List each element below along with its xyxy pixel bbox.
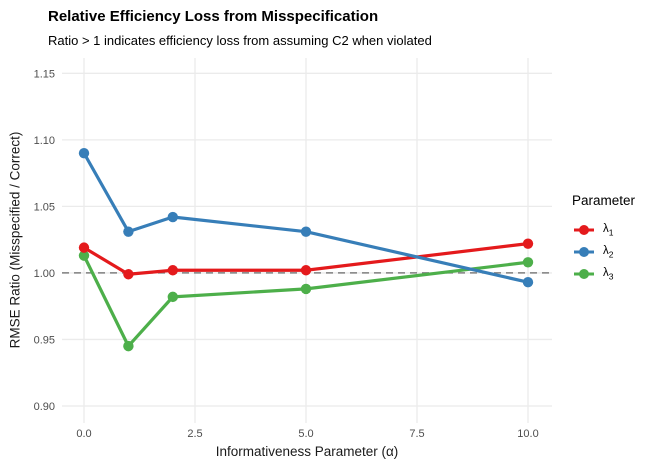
legend-key-icon: [574, 225, 594, 235]
legend-item-lambda3: λ3: [572, 263, 635, 285]
data-point-lambda1-10: [522, 238, 534, 249]
legend-title: Parameter: [572, 193, 636, 208]
data-point-lambda3-2: [167, 291, 178, 303]
y-tick-label: 1.00: [34, 268, 55, 280]
data-point-lambda3-1: [123, 340, 134, 352]
data-point-lambda2-5: [300, 226, 312, 237]
data-point-lambda1-5: [300, 265, 312, 276]
legend-key-icon: [574, 269, 594, 279]
data-point-lambda2-1: [123, 226, 134, 237]
data-point-lambda2-2: [167, 211, 178, 223]
legend-label: λ1: [603, 222, 614, 238]
y-tick-label: 0.90: [34, 401, 55, 413]
y-tick-label: 1.05: [34, 201, 55, 213]
data-point-lambda2-0: [78, 147, 90, 159]
chart-title: Relative Efficiency Loss from Misspecifi…: [48, 8, 379, 25]
data-point-lambda3-10: [522, 257, 534, 268]
legend-label: λ3: [603, 266, 614, 282]
data-point-lambda2-10: [522, 277, 534, 288]
x-tick-label: 5.0: [298, 428, 313, 440]
y-tick-label: 1.10: [34, 135, 55, 147]
x-tick-label: 7.5: [409, 428, 424, 440]
data-point-lambda1-1: [123, 269, 134, 280]
x-axis-title: Informativeness Parameter (α): [215, 444, 399, 459]
legend-item-lambda2: λ2: [572, 241, 635, 263]
legend-label: λ2: [603, 244, 614, 260]
legend-rows: λ1 λ2 λ3: [572, 219, 635, 285]
data-point-lambda3-0: [78, 250, 90, 261]
x-tick-label: 2.5: [187, 428, 202, 440]
legend-item-lambda1: λ1: [572, 219, 635, 241]
chart-subtitle: Ratio > 1 indicates efficiency loss from…: [48, 33, 432, 48]
data-point-lambda3-5: [300, 283, 312, 295]
legend: Parameter λ1 λ2 λ3: [572, 193, 635, 285]
x-tick-label: 10.0: [517, 428, 538, 440]
y-axis-title: RMSE Ratio (Misspecified / Correct): [7, 131, 23, 349]
data-point-lambda1-0: [78, 242, 90, 253]
y-tick-label: 0.95: [34, 334, 55, 346]
x-tick-label: 0.0: [76, 428, 91, 440]
legend-key-icon: [574, 247, 594, 257]
y-tick-label: 1.15: [34, 68, 55, 80]
data-point-lambda1-2: [167, 265, 178, 276]
